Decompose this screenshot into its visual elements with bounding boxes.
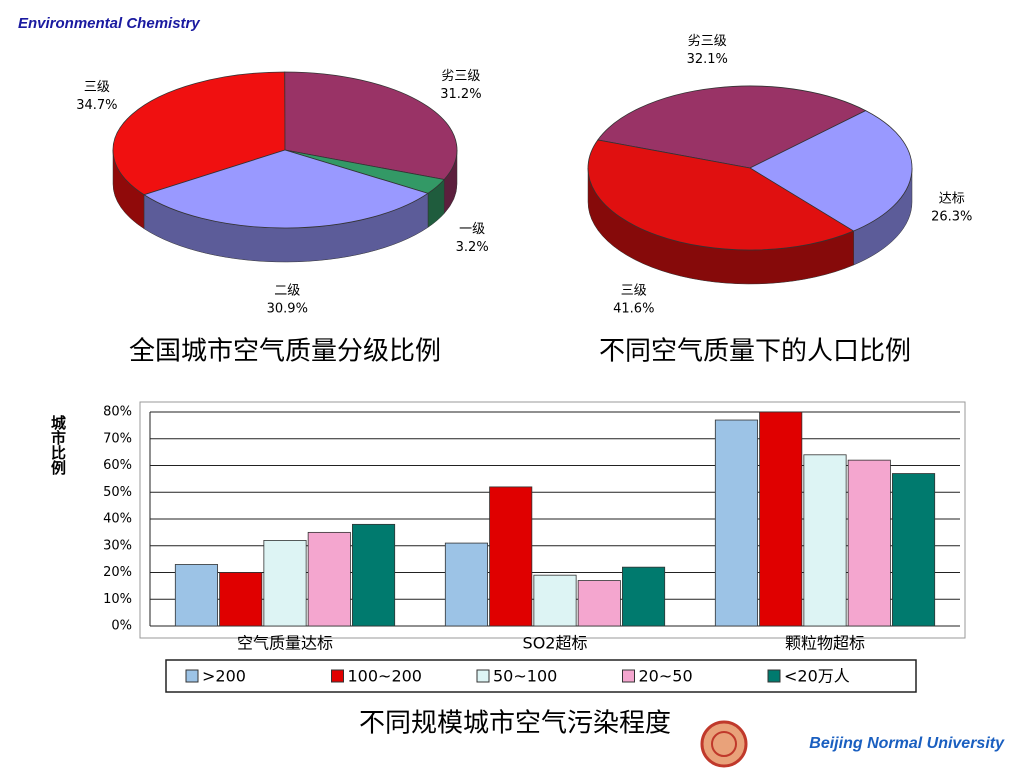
legend-label: >200 bbox=[202, 667, 246, 686]
slice-label: 劣三级 bbox=[441, 69, 480, 84]
logo-ring bbox=[711, 731, 737, 757]
bar bbox=[714, 419, 758, 627]
bar bbox=[577, 580, 621, 627]
legend-label: 100~200 bbox=[348, 667, 422, 686]
bar bbox=[489, 486, 533, 627]
slice-label: 达标 bbox=[939, 192, 965, 207]
legend-label: 50~100 bbox=[493, 667, 557, 686]
chart-title: 不同规模城市空气污染程度 bbox=[359, 709, 671, 739]
y-tick-label: 10% bbox=[103, 592, 132, 607]
bar bbox=[533, 574, 577, 627]
y-tick-label: 50% bbox=[103, 485, 132, 500]
slice bbox=[284, 71, 458, 180]
slice-value: 32.1% bbox=[687, 52, 728, 67]
bar bbox=[759, 411, 803, 627]
footer-text: Beijing Normal University bbox=[809, 735, 1005, 752]
legend-swatch bbox=[622, 669, 635, 683]
legend-label: <20万人 bbox=[784, 667, 850, 686]
legend-swatch bbox=[185, 669, 199, 683]
bar bbox=[352, 523, 396, 627]
y-tick-label: 70% bbox=[103, 431, 132, 446]
slice-value: 34.7% bbox=[76, 98, 117, 113]
slice bbox=[587, 139, 855, 251]
y-tick-label: 0% bbox=[111, 619, 132, 634]
slice bbox=[597, 85, 867, 169]
bar bbox=[444, 542, 488, 627]
legend-label: 20~50 bbox=[639, 667, 693, 686]
bar bbox=[174, 564, 218, 627]
slice bbox=[143, 149, 429, 229]
slice-label: 劣三级 bbox=[688, 34, 727, 49]
bar bbox=[892, 473, 936, 627]
slice bbox=[112, 71, 286, 196]
x-tick-label: SO2超标 bbox=[523, 634, 588, 653]
x-tick-label: 空气质量达标 bbox=[237, 634, 333, 653]
slice-value: 26.3% bbox=[931, 210, 972, 225]
legend-swatch bbox=[476, 669, 490, 683]
slice-label: 一级 bbox=[459, 222, 485, 237]
pie-title: 不同空气质量下的人口比例 bbox=[599, 337, 911, 367]
bar bbox=[622, 566, 666, 627]
header-title: Environmental Chemistry bbox=[18, 15, 200, 32]
slice-value: 3.2% bbox=[456, 240, 489, 255]
logo bbox=[700, 720, 748, 768]
x-tick-label: 颗粒物超标 bbox=[785, 634, 865, 653]
slice-label: 三级 bbox=[84, 80, 110, 95]
y-tick-label: 80% bbox=[103, 405, 132, 420]
slice-label: 二级 bbox=[274, 283, 300, 298]
slice-value: 41.6% bbox=[613, 302, 654, 317]
legend-box bbox=[165, 659, 917, 693]
bar bbox=[803, 454, 847, 627]
slice-label: 三级 bbox=[621, 284, 647, 299]
slice-value: 31.2% bbox=[440, 87, 481, 102]
y-tick-label: 40% bbox=[103, 512, 132, 527]
bar bbox=[263, 540, 307, 627]
bar bbox=[219, 572, 263, 627]
y-tick-label: 30% bbox=[103, 538, 132, 553]
legend-swatch bbox=[331, 669, 344, 683]
y-tick-label: 60% bbox=[103, 458, 132, 473]
legend-swatch bbox=[767, 669, 781, 683]
y-tick-label: 20% bbox=[103, 565, 132, 580]
slice-value: 30.9% bbox=[267, 301, 308, 316]
slice bbox=[749, 110, 913, 232]
y-axis-label: 城市比例 bbox=[49, 414, 67, 476]
pie-title: 全国城市空气质量分级比例 bbox=[129, 337, 441, 367]
bar bbox=[307, 531, 351, 627]
bar bbox=[847, 459, 891, 627]
